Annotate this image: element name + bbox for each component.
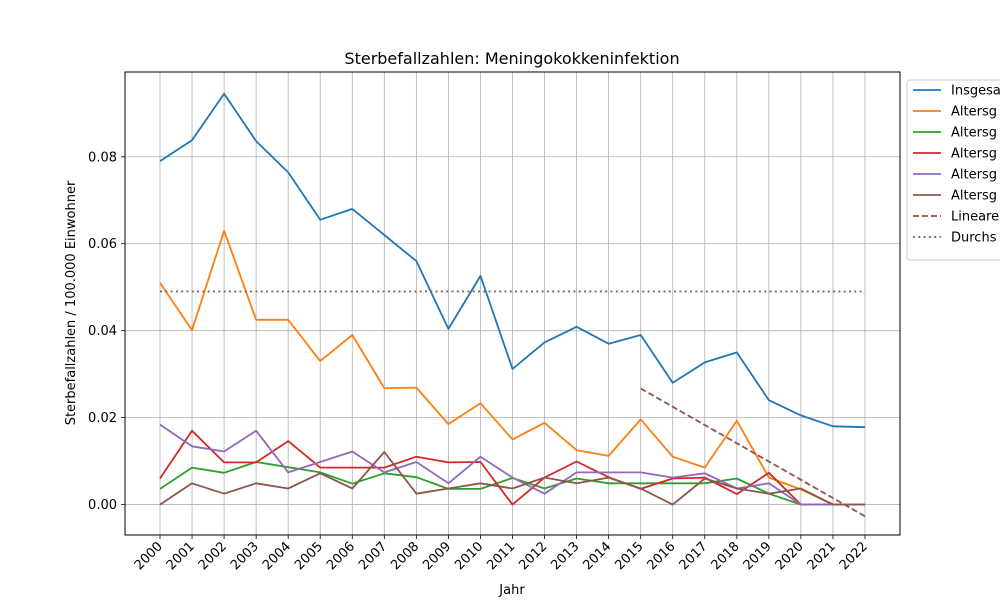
legend-box xyxy=(906,79,1000,261)
series-line-7 xyxy=(640,387,866,518)
y-tick-label: 0.00 xyxy=(88,498,117,513)
x-tick-label: 2020 xyxy=(773,539,807,573)
y-tick-label: 0.02 xyxy=(88,411,117,426)
x-tick-label: 2009 xyxy=(420,539,454,573)
x-tick-label: 2006 xyxy=(324,539,358,573)
legend-label: Altersg xyxy=(951,105,997,120)
legend-label: Altersg xyxy=(951,126,997,141)
legend-label: Altersg xyxy=(951,147,997,162)
x-tick-label: 2000 xyxy=(132,539,166,573)
chart-title: Sterbefallzahlen: Meningokokkeninfektion xyxy=(344,49,679,68)
legend-label: Durchs xyxy=(951,231,997,246)
x-tick-label: 2005 xyxy=(292,539,326,573)
legend: Insgesa Altersg Altersg Altersg Altersg Alter… xyxy=(906,79,1000,261)
legend-label: Altersg xyxy=(951,189,997,204)
y-axis-title: Sterbefallzahlen / 100.000 Einwohner xyxy=(64,180,79,425)
x-tick-label: 2015 xyxy=(613,539,647,573)
x-tick-label: 2002 xyxy=(196,539,230,573)
x-tick-label: 2004 xyxy=(260,539,294,573)
x-tick-label: 2007 xyxy=(356,539,390,573)
x-tick-label: 2008 xyxy=(388,539,422,573)
series-line-2 xyxy=(159,229,865,506)
series-lines xyxy=(159,92,866,518)
x-tick-label: 2013 xyxy=(548,539,582,573)
legend-label: Altersg xyxy=(951,168,997,183)
series-line-1 xyxy=(159,92,866,429)
y-tick-label: 0.06 xyxy=(88,237,117,252)
x-tick-label: 2022 xyxy=(837,539,871,573)
x-tick-label: 2021 xyxy=(805,539,839,573)
y-tick-label: 0.08 xyxy=(88,150,117,165)
x-tick-label: 2016 xyxy=(645,539,679,573)
y-tick-label: 0.04 xyxy=(88,324,117,339)
x-axis-title: Jahr xyxy=(498,583,525,598)
x-tick-label: 2001 xyxy=(164,539,198,573)
y-axis: 0.00 0.02 0.04 0.06 0.08 xyxy=(88,150,125,513)
legend-label: Insgesa xyxy=(951,84,1000,99)
x-tick-label: 2010 xyxy=(452,539,486,573)
legend-label: Lineare xyxy=(951,210,999,225)
x-axis: 2000200120022003200420052006200720082009… xyxy=(132,535,871,573)
x-tick-label: 2019 xyxy=(741,539,775,573)
series-line-5 xyxy=(159,423,865,506)
x-tick-label: 2014 xyxy=(580,539,614,573)
x-tick-label: 2017 xyxy=(677,539,711,573)
x-tick-label: 2012 xyxy=(516,539,550,573)
x-tick-label: 2011 xyxy=(484,539,518,573)
series-line-6 xyxy=(159,451,865,506)
x-tick-label: 2018 xyxy=(709,539,743,573)
grid-lines xyxy=(125,72,900,535)
x-tick-label: 2003 xyxy=(228,539,262,573)
